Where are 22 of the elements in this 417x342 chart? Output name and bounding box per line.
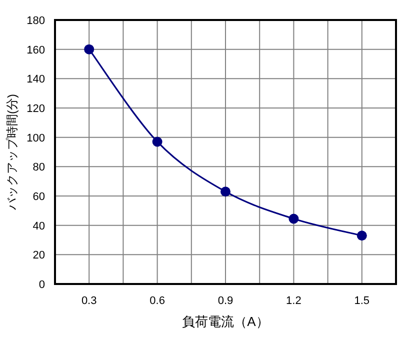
y-tick-label: 40 [32, 220, 45, 232]
y-tick-label: 60 [32, 191, 45, 203]
y-tick-label: 180 [26, 15, 45, 27]
y-tick-label: 120 [26, 103, 45, 115]
x-tick-label: 0.3 [81, 295, 97, 307]
y-tick-label: 0 [38, 279, 45, 291]
point [152, 136, 162, 147]
y-tick-label: 100 [26, 132, 45, 144]
y-tick-label: 80 [32, 162, 45, 174]
y-tick-label: 20 [32, 250, 45, 262]
x-tick-label: 0.6 [150, 295, 165, 307]
y-tick-label: 160 [26, 44, 45, 56]
x-axis-title: 負荷電流（A） [182, 314, 269, 329]
point [220, 186, 230, 197]
point [356, 230, 367, 241]
point [288, 214, 299, 224]
x-tick-label: 0.9 [218, 295, 234, 307]
x-tick-label: 1.2 [286, 295, 302, 307]
y-axis-title: バックアップ時間(分) [5, 94, 19, 211]
y-tick-label: 140 [26, 74, 45, 86]
x-tick-label: 1.5 [354, 295, 370, 307]
point [84, 44, 94, 54]
